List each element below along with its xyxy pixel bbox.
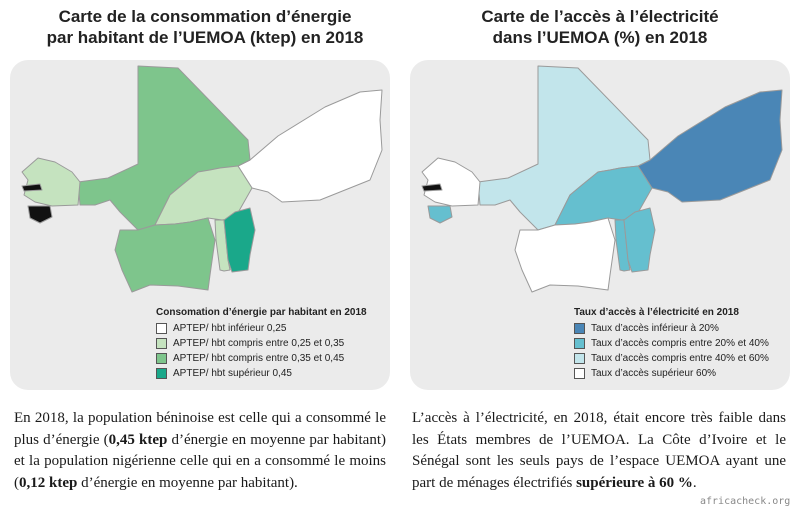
access-highlight: supérieure à 60 % [576,474,693,491]
legend-swatch [574,323,585,334]
left-map-title-line1: Carte de la consommation d’énergie [58,7,352,26]
left-map-title-line2: par habitant de l’UEMOA (ktep) en 2018 [46,28,364,47]
legend-swatch [574,353,585,364]
legend-swatch [574,338,585,349]
guinea-bissau-region [427,205,453,224]
energy-text-1: En 2018, la population béninoise est cel… [14,410,386,448]
energy-legend-item-4: APTEP/ hbt supérieur 0,45 [156,366,367,381]
senegal-region [21,157,81,207]
energy-legend-item-3: APTEP/ hbt compris entre 0,35 et 0,45 [156,351,367,366]
access-text-1: L’accès à l’électricité, en 2018, était … [412,410,786,491]
access-text-2: . [692,474,697,491]
access-legend: Taux d’accès à l’électricité en 2018 Tau… [574,307,769,381]
legend-swatch [156,368,167,379]
access-legend-item-1: Taux d’accès inférieur à 20% [574,321,769,336]
legend-swatch [156,338,167,349]
benin-region [223,207,256,273]
right-map-title: Carte de l’accès à l’électricité dans l’… [410,6,790,48]
access-map-panel: Taux d’accès à l’électricité en 2018 Tau… [410,60,790,390]
energy-legend: Consomation d’énergie par habitant en 20… [156,307,367,381]
cote-d-ivoire-region [514,217,616,293]
source-credit: africacheck.org [700,496,791,507]
legend-label: APTEP/ hbt inférieur 0,25 [173,323,287,334]
benin-region [623,207,656,273]
energy-text-3: d’énergie en moyenne par habitant). [77,474,298,491]
legend-label: Taux d’accès inférieur à 20% [591,323,719,334]
legend-label: Taux d’accès compris entre 20% et 40% [591,338,769,349]
legend-label: APTEP/ hbt supérieur 0,45 [173,368,292,379]
energy-map [21,65,383,293]
niger-region [237,89,383,203]
gambia-region [21,183,43,192]
energy-legend-title: Consomation d’énergie par habitant en 20… [156,307,367,318]
guinea-bissau-region [27,205,53,224]
cote-d-ivoire-region [114,217,216,293]
left-map-title: Carte de la consommation d’énergie par h… [20,6,390,48]
access-legend-item-2: Taux d’accès compris entre 20% et 40% [574,336,769,351]
energy-map-panel: Consomation d’énergie par habitant en 20… [10,60,390,390]
energy-text-2: d’énergie en moyenne par habitant) et la… [14,431,387,491]
legend-swatch [156,323,167,334]
legend-swatch [156,353,167,364]
energy-highlight-niger: 0,12 ktep [19,474,78,491]
legend-label: Taux d’accès supérieur 60% [591,368,717,379]
right-map-title-line1: Carte de l’accès à l’électricité [481,7,719,26]
energy-legend-item-1: APTEP/ hbt inférieur 0,25 [156,321,367,336]
legend-label: Taux d’accès compris entre 40% et 60% [591,353,769,364]
gambia-region [421,183,443,192]
right-map-title-line2: dans l’UEMOA (%) en 2018 [492,28,708,47]
senegal-region [421,157,481,207]
access-legend-item-4: Taux d’accès supérieur 60% [574,366,769,381]
energy-description: En 2018, la population béninoise est cel… [14,408,386,494]
access-description: L’accès à l’électricité, en 2018, était … [412,408,786,494]
niger-region [637,89,783,203]
access-legend-title: Taux d’accès à l’électricité en 2018 [574,307,739,318]
legend-label: APTEP/ hbt compris entre 0,35 et 0,45 [173,353,345,364]
legend-swatch [574,368,585,379]
energy-legend-item-2: APTEP/ hbt compris entre 0,25 et 0,35 [156,336,367,351]
energy-highlight-benin: 0,45 ktep [108,431,168,448]
access-map [421,65,783,293]
access-legend-item-3: Taux d’accès compris entre 40% et 60% [574,351,769,366]
legend-label: APTEP/ hbt compris entre 0,25 et 0,35 [173,338,345,349]
